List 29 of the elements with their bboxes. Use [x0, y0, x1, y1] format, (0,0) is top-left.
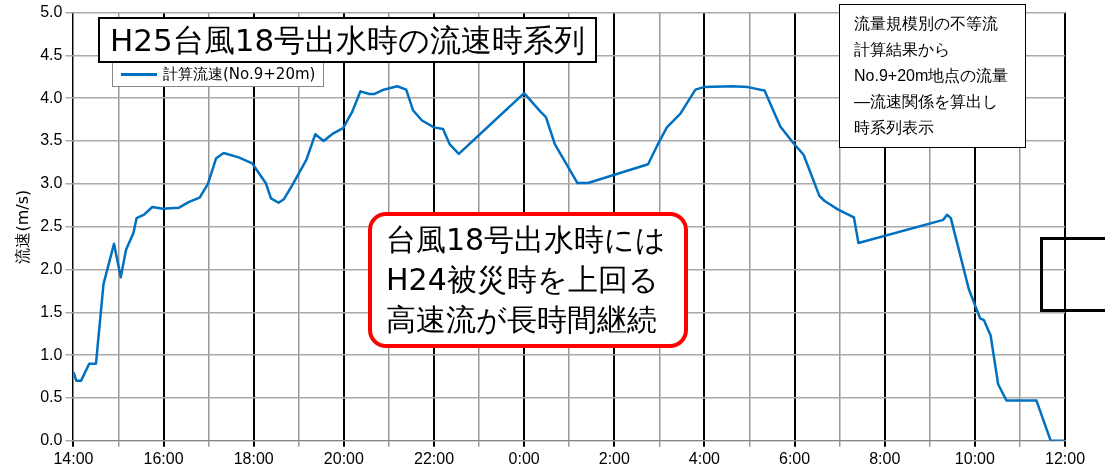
- x-tick-label: 22:00: [413, 449, 455, 467]
- x-tick-label: 18:00: [233, 449, 274, 467]
- x-tick-label: 16:00: [143, 449, 184, 467]
- y-tick-label: 5.0: [40, 3, 63, 21]
- y-tick-label: 1.0: [40, 345, 63, 363]
- y-tick-label: 4.0: [40, 88, 63, 106]
- x-tick-label: 12:00: [1044, 449, 1086, 467]
- x-tick-label: 8:00: [869, 449, 901, 467]
- chart-title: H25台風18号出水時の流速時系列: [98, 17, 598, 63]
- x-tick-label: 6:00: [779, 449, 811, 467]
- x-tick-label: 4:00: [688, 449, 721, 467]
- x-tick-label: 0:00: [508, 449, 540, 467]
- x-tick-label: 14:00: [53, 449, 94, 467]
- legend-label: 計算流速(No.9+20m): [163, 65, 316, 84]
- x-tick-label: 2:00: [598, 449, 630, 467]
- annotation: 台風18号出水時にはH24被災時を上回る高速流が長時間継続: [368, 212, 688, 348]
- annotation: No.9+20m地点の流量—流速関係を算出し時系列表示: [854, 66, 1010, 138]
- x-tick-label: 20:00: [323, 449, 364, 467]
- y-tick-label: 2.5: [40, 217, 63, 235]
- x-tick-label: 10:00: [954, 449, 995, 467]
- y-tick-label: 3.0: [40, 174, 63, 192]
- y-axis-title: 流速(m/s): [12, 189, 32, 264]
- y-tick-label: 1.5: [40, 302, 63, 320]
- y-tick-label: 3.5: [40, 131, 63, 149]
- y-tick-label: 0.5: [40, 388, 63, 406]
- y-tick-label: 2.0: [40, 259, 63, 277]
- y-tick-label: 0.0: [40, 431, 63, 449]
- annotation: 流量規模別の不等流計算結果から: [854, 14, 999, 60]
- y-tick-label: 4.5: [40, 45, 63, 63]
